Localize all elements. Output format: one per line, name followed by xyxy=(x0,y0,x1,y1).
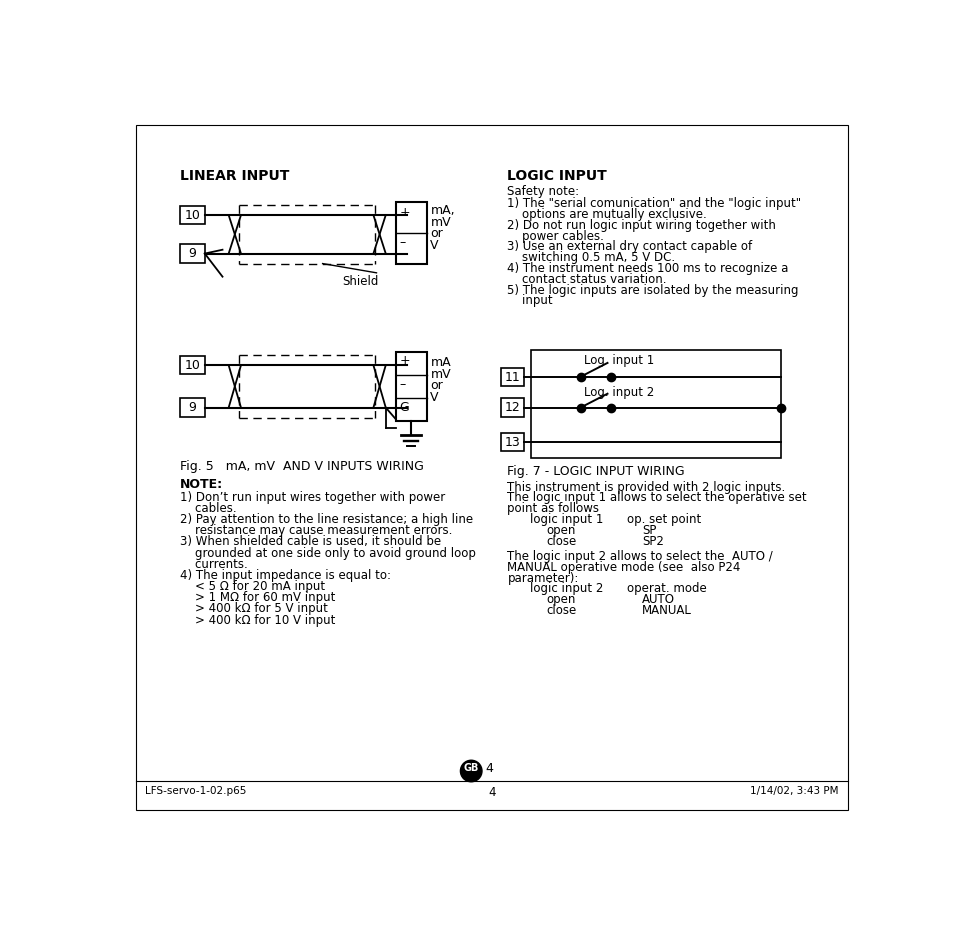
Text: LFS-servo-1-02.p65: LFS-servo-1-02.p65 xyxy=(146,785,247,795)
Text: 9: 9 xyxy=(188,247,197,260)
Text: 10: 10 xyxy=(184,209,201,222)
Text: V: V xyxy=(430,239,439,252)
Bar xyxy=(501,398,524,417)
Text: or: or xyxy=(430,379,444,392)
Text: Log. input 1: Log. input 1 xyxy=(585,354,655,367)
Text: 3) Use an external dry contact capable of: 3) Use an external dry contact capable o… xyxy=(508,241,753,254)
Text: Fig. 5   mA, mV  AND V INPUTS WIRING: Fig. 5 mA, mV AND V INPUTS WIRING xyxy=(180,460,424,473)
Text: +: + xyxy=(399,355,410,368)
Text: op. set point: op. set point xyxy=(627,513,701,526)
Bar xyxy=(180,398,204,417)
Text: mV: mV xyxy=(430,216,451,229)
Bar xyxy=(180,206,204,224)
Text: 1) The "serial comunication" and the "logic input": 1) The "serial comunication" and the "lo… xyxy=(508,197,802,210)
Bar xyxy=(396,202,426,264)
Text: 1/14/02, 3:43 PM: 1/14/02, 3:43 PM xyxy=(750,785,838,795)
Text: open: open xyxy=(546,524,575,537)
Text: SP2: SP2 xyxy=(642,534,664,547)
Text: logic input 2: logic input 2 xyxy=(531,582,604,595)
Text: 11: 11 xyxy=(505,370,520,383)
Text: 9: 9 xyxy=(188,401,197,415)
Text: 12: 12 xyxy=(505,401,520,415)
Text: point as follows: point as follows xyxy=(508,502,599,515)
Text: cables.: cables. xyxy=(180,502,237,515)
Text: mV: mV xyxy=(430,368,451,381)
Text: GB: GB xyxy=(464,763,479,773)
Text: G: G xyxy=(399,401,409,414)
Text: The logic input 1 allows to select the operative set: The logic input 1 allows to select the o… xyxy=(508,492,807,505)
Text: power cables.: power cables. xyxy=(508,230,604,243)
Text: options are mutually exclusive.: options are mutually exclusive. xyxy=(508,208,708,221)
Bar xyxy=(501,433,524,452)
Text: resistance may cause measurement errors.: resistance may cause measurement errors. xyxy=(180,524,452,537)
Text: –: – xyxy=(399,236,406,249)
Text: Fig. 7 - LOGIC INPUT WIRING: Fig. 7 - LOGIC INPUT WIRING xyxy=(508,466,685,479)
Text: 5) The logic inputs are isolated by the measuring: 5) The logic inputs are isolated by the … xyxy=(508,283,799,296)
Text: close: close xyxy=(546,604,576,617)
Text: 2) Do not run logic input wiring together with: 2) Do not run logic input wiring togethe… xyxy=(508,219,777,232)
Text: < 5 Ω for 20 mA input: < 5 Ω for 20 mA input xyxy=(180,580,325,593)
Text: 4: 4 xyxy=(486,762,493,775)
Text: +: + xyxy=(399,206,410,219)
Text: 3) When shielded cable is used, it should be: 3) When shielded cable is used, it shoul… xyxy=(180,535,442,548)
Text: 4) The instrument needs 100 ms to recognize a: 4) The instrument needs 100 ms to recogn… xyxy=(508,262,789,275)
Text: mA: mA xyxy=(430,356,451,369)
Text: AUTO: AUTO xyxy=(642,594,675,607)
Text: LINEAR INPUT: LINEAR INPUT xyxy=(180,169,290,182)
Text: operat. mode: operat. mode xyxy=(627,582,707,595)
Text: parameter):: parameter): xyxy=(508,571,579,584)
Text: input: input xyxy=(508,294,553,307)
Text: This instrument is provided with 2 logic inputs.: This instrument is provided with 2 logic… xyxy=(508,481,785,494)
Text: The logic input 2 allows to select the  AUTO /: The logic input 2 allows to select the A… xyxy=(508,550,773,563)
Bar xyxy=(180,244,204,263)
Text: Shield: Shield xyxy=(342,275,378,288)
Text: contact status variation.: contact status variation. xyxy=(508,273,667,286)
Text: logic input 1: logic input 1 xyxy=(531,513,604,526)
Text: or: or xyxy=(430,228,444,241)
Text: 4) The input impedance is equal to:: 4) The input impedance is equal to: xyxy=(180,569,391,582)
Bar xyxy=(501,368,524,386)
Text: Log. input 2: Log. input 2 xyxy=(585,386,655,399)
Text: 13: 13 xyxy=(505,436,520,449)
Text: > 400 kΩ for 10 V input: > 400 kΩ for 10 V input xyxy=(180,614,336,627)
Text: 1) Don’t run input wires together with power: 1) Don’t run input wires together with p… xyxy=(180,491,445,504)
Text: 10: 10 xyxy=(184,359,201,372)
Text: NOTE:: NOTE: xyxy=(180,478,224,491)
Text: currents.: currents. xyxy=(180,557,248,570)
Text: MANUAL: MANUAL xyxy=(642,604,692,617)
Text: mA,: mA, xyxy=(430,205,455,218)
Text: LOGIC INPUT: LOGIC INPUT xyxy=(508,169,607,182)
Text: 4: 4 xyxy=(489,785,495,798)
Bar xyxy=(396,352,426,421)
Text: 2) Pay attention to the line resistance; a high line: 2) Pay attention to the line resistance;… xyxy=(180,513,473,526)
Text: grounded at one side only to avoid ground loop: grounded at one side only to avoid groun… xyxy=(180,546,476,559)
Text: Safety note:: Safety note: xyxy=(508,185,580,198)
Circle shape xyxy=(461,760,482,782)
Text: close: close xyxy=(546,534,576,547)
Text: > 1 MΩ for 60 mV input: > 1 MΩ for 60 mV input xyxy=(180,591,336,605)
Bar xyxy=(531,350,780,457)
Text: open: open xyxy=(546,594,575,607)
Text: –: – xyxy=(399,378,406,391)
Bar xyxy=(180,356,204,374)
Text: MANUAL operative mode (see  also P24: MANUAL operative mode (see also P24 xyxy=(508,561,741,574)
Text: switching 0.5 mA, 5 V DC.: switching 0.5 mA, 5 V DC. xyxy=(508,251,676,264)
Text: > 400 kΩ for 5 V input: > 400 kΩ for 5 V input xyxy=(180,603,328,616)
Text: V: V xyxy=(430,391,439,404)
Text: SP: SP xyxy=(642,524,657,537)
